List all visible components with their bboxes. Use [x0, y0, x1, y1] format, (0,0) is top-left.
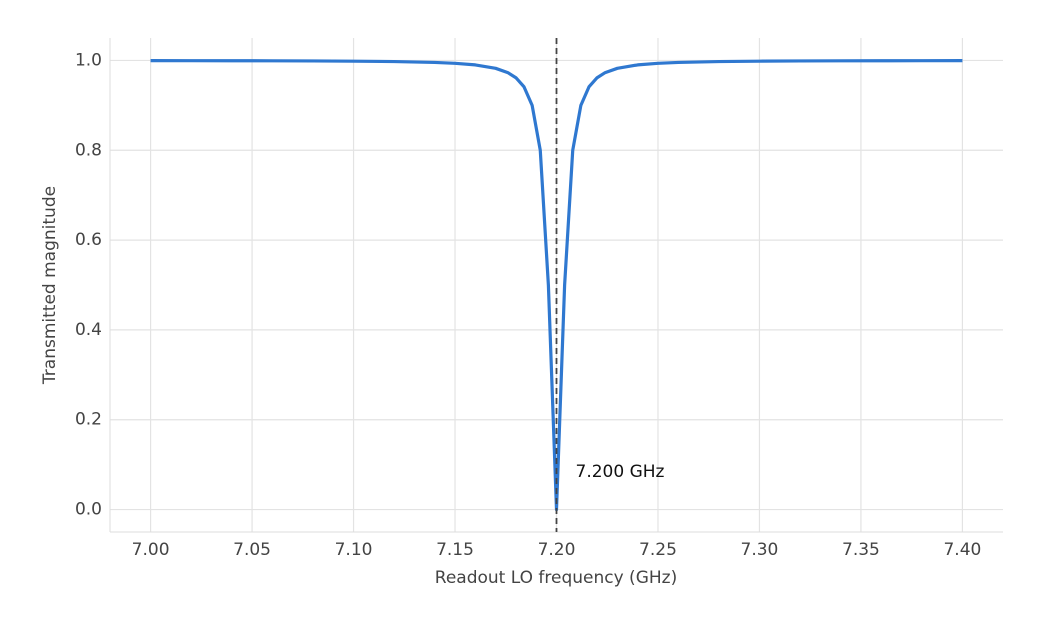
x-tick-label: 7.15	[436, 540, 474, 560]
y-tick-label: 0.4	[75, 320, 102, 340]
y-tick-label: 0.0	[75, 500, 102, 520]
x-tick-label: 7.10	[335, 540, 373, 560]
y-axis-label: Transmitted magnitude	[40, 186, 60, 385]
x-tick-label: 7.40	[943, 540, 981, 560]
x-tick-label: 7.35	[842, 540, 880, 560]
y-tick-label: 0.8	[75, 140, 102, 160]
x-tick-label: 7.30	[741, 540, 779, 560]
x-tick-label: 7.25	[639, 540, 677, 560]
x-axis-label: Readout LO frequency (GHz)	[435, 568, 677, 588]
x-tick-label: 7.00	[132, 540, 170, 560]
x-tick-label: 7.20	[538, 540, 576, 560]
y-tick-label: 1.0	[75, 50, 102, 70]
y-tick-label: 0.2	[75, 410, 102, 430]
y-tick-label: 0.6	[75, 230, 102, 250]
x-tick-label: 7.05	[233, 540, 271, 560]
annotation: 7.200 GHz	[576, 462, 665, 482]
